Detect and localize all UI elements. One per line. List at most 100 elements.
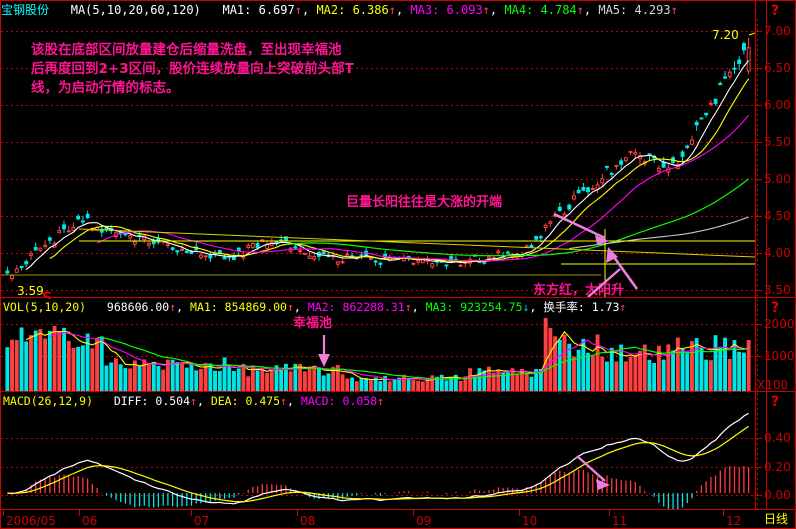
callout-happy-pool-text: 幸福池 (293, 316, 333, 331)
main-note-line-3: 线，为启动行情的标志。 (31, 80, 180, 96)
ma4-label: MA4: 4.784↑, (504, 3, 592, 17)
ma3-arrow: ↑ (482, 3, 490, 17)
callout-breakout-arrow (606, 247, 639, 290)
price-tick-6.50: 6.50 (764, 61, 791, 75)
price-tick-5.50: 5.50 (764, 135, 791, 149)
macd-diff-arrow: ↑ (190, 394, 197, 408)
turnover-label: 换手率: (543, 300, 585, 314)
price-tick-4.00: 4.00 (764, 246, 791, 260)
volume-panel-header: VOL(5,10,20) 968606.00↑, MA1: 854869.00↑… (3, 300, 627, 314)
ma2-value: 6.386 (352, 3, 389, 17)
vol-ma2-arrow: ↑ (404, 300, 412, 314)
sell-signal-marker: S (42, 290, 53, 306)
ma5-label: MA5: 4.293↑ (598, 3, 678, 17)
ma3-label: MA3: 6.093↑, (410, 3, 498, 17)
macd-help-icon[interactable]: ? (771, 394, 780, 410)
macd-gridline-0.40 (1, 438, 755, 439)
volume-axis: 20000 10000 X100 (755, 299, 796, 391)
price-panel-header: 宝钢股份 MA(5,10,20,60,120) MA1: 6.697↑, MA2… (1, 1, 755, 19)
gridline-4.50 (1, 216, 755, 217)
gridline-3.50 (1, 290, 755, 291)
axis-separator-line (755, 1, 756, 509)
ma5-key: MA5: (598, 3, 628, 17)
main-note-annotation: 该股在底部区间放量建仓后缩量洗盘，至出现幸福池 后再度回到2+3区间，股价连续放… (31, 41, 354, 98)
turnover-arrow: ↑ (619, 300, 627, 314)
period-selector[interactable]: 日线 (763, 512, 788, 526)
vol-ma2: MA2: 862288.31↑, (307, 300, 419, 314)
price-chart-panel[interactable]: 该股在底部区间放量建仓后缩量洗盘，至出现幸福池 后再度回到2+3区间，股价连续放… (1, 19, 755, 305)
date-tick-11: 11 (612, 514, 628, 528)
macd-diff: DIFF: 0.504↑, (113, 394, 204, 408)
symbol-name: 宝钢股份 (1, 3, 50, 17)
vol-ma2-key: MA2: (307, 300, 336, 314)
date-tick-09: 09 (416, 514, 432, 528)
vol-ma1-value: 854869.00 (224, 300, 287, 314)
divider-volume-macd (1, 391, 796, 392)
ma2-arrow: ↑ (388, 3, 396, 17)
volume-chart-panel[interactable]: VOL(5,10,20) 968606.00↑, MA1: 854869.00↑… (1, 299, 755, 391)
gridline-7.00 (1, 31, 755, 32)
price-tick-5.00: 5.00 (764, 172, 791, 186)
macd-dea-arrow: ↑ (280, 394, 288, 408)
gridline-6.00 (1, 105, 755, 106)
macd-cross-arrow (576, 455, 610, 490)
date-tick-12: 12 (726, 514, 742, 528)
callout-big-yang-text: 巨量长阳往往是大涨的开端 (346, 195, 503, 210)
ma5-value: 4.293 (634, 3, 671, 17)
vol-gridline-20000 (1, 324, 755, 325)
date-tick-08: 08 (300, 514, 316, 528)
macd-macd-value: 0.058 (342, 394, 378, 408)
vol-value: 968606.00 (106, 300, 170, 314)
price-axis: 7.00 6.50 6.00 5.50 5.00 4.50 4.00 3.50 (755, 19, 796, 297)
macd-panel-header: MACD(26,12,9) DIFF: 0.504↑, DEA: 0.475↑,… (3, 393, 384, 409)
macd-dea-value: 0.475 (245, 394, 281, 408)
price-tick-7.00: 7.00 (764, 24, 791, 38)
macd-diff-key: DIFF: (113, 394, 149, 408)
vol-ma1-key: MA1: (190, 300, 218, 314)
macd-tick-0.20: 0.20 (764, 460, 791, 474)
vol-ma1: MA1: 854869.00↑, (190, 300, 301, 314)
price-axis-dots (757, 19, 758, 297)
vol-ma1-arrow: ↑ (286, 300, 294, 314)
turnover-value: 1.73 (591, 300, 620, 314)
volume-axis-dots (757, 299, 758, 391)
volume-help-icon[interactable]: ? (771, 300, 780, 316)
macd-macd-key: MACD: (300, 394, 336, 408)
date-tick-2006-05: 2006/05 (6, 514, 56, 528)
date-tick-06: 06 (82, 514, 98, 528)
low-price-tag: 3.59 (17, 284, 44, 298)
volume-unit-label: X100 (757, 378, 789, 392)
macd-chart-panel[interactable]: MACD(26,12,9) DIFF: 0.504↑, DEA: 0.475↑,… (1, 393, 755, 509)
high-price-tag: 7.20 (712, 28, 739, 42)
ma3-key: MA3: (410, 3, 440, 17)
vol-ma3: MA3: 923254.75↓, (425, 300, 537, 314)
price-help-icon[interactable]: ? (771, 3, 780, 19)
ma3-value: 6.093 (446, 3, 483, 17)
vol-arrow: ↑ (169, 300, 177, 314)
macd-macd: MACD: 0.058↑ (301, 394, 384, 408)
ma5-arrow: ↑ (670, 3, 678, 17)
macd-histogram-and-lines (7, 412, 750, 509)
ma1-key: MA1: (222, 3, 252, 17)
ma-indicator-name: MA(5,10,20,60,120) (70, 3, 201, 17)
ma4-value: 4.784 (540, 3, 577, 17)
vol-gridline-10000 (1, 356, 755, 357)
main-note-line-2: 后再度回到2+3区间，股价连续放量向上突破前头部T (31, 61, 354, 77)
macd-gridline-0.20 (1, 467, 755, 468)
ma4-key: MA4: (504, 3, 534, 17)
macd-axis: 0.40 0.20 0.00 (755, 393, 796, 509)
vol-indicator-name: VOL(5,10,20) (3, 300, 87, 314)
help-column-separator (766, 1, 767, 509)
macd-axis-dots (757, 393, 758, 509)
vol-ma3-key: MA3: (425, 300, 454, 314)
date-tick-10: 10 (522, 514, 538, 528)
macd-gridline-0.00 (1, 495, 755, 496)
callout-east-red-arrow (587, 268, 621, 298)
vol-tick-20000: 20000 (764, 317, 796, 331)
price-tick-6.00: 6.00 (764, 98, 791, 112)
macd-dea: DEA: 0.475↑, (210, 394, 294, 408)
main-note-line-1: 该股在底部区间放量建仓后缩量洗盘，至出现幸福池 (31, 42, 342, 58)
macd-dea-key: DEA: (210, 394, 239, 408)
vol-ma3-value: 923254.75 (460, 300, 523, 314)
gridline-5.50 (1, 142, 755, 143)
